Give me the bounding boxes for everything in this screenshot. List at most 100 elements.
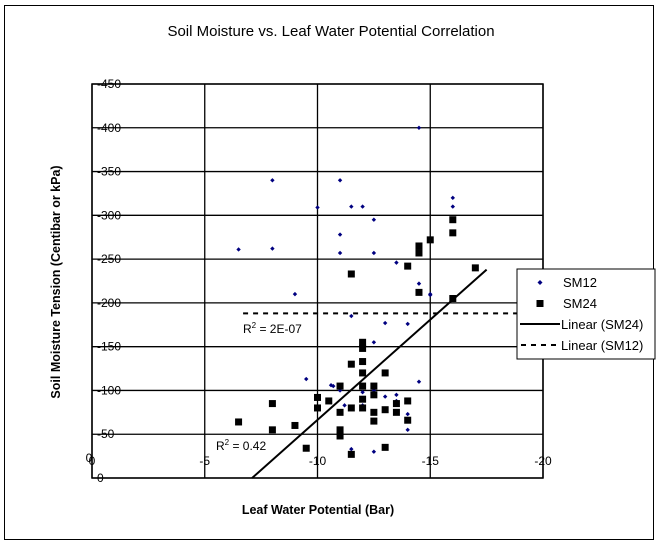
y-tick-label: -100 xyxy=(97,383,121,397)
sm12-point xyxy=(360,204,365,209)
sm24-point xyxy=(404,397,412,405)
sm24-point xyxy=(415,242,423,250)
legend-label: Linear (SM24) xyxy=(561,317,643,332)
legend-label: SM24 xyxy=(563,296,597,311)
sm12-point xyxy=(371,340,377,345)
sm12-point xyxy=(371,250,377,256)
x-tick-label: -15 xyxy=(422,454,440,468)
legend-label: SM12 xyxy=(563,275,597,290)
sm24-point xyxy=(302,444,310,452)
sm12-point xyxy=(394,260,399,265)
sm24-point xyxy=(449,295,457,303)
sm24-point xyxy=(359,395,367,403)
sm24-point xyxy=(336,382,344,390)
x-tick-label: -5 xyxy=(199,454,210,468)
sm12-point xyxy=(416,379,422,384)
sm12-point xyxy=(416,281,422,286)
sm12-point xyxy=(315,205,320,210)
y-axis-title: Soil Moisture Tension (Centibar or kPa) xyxy=(49,165,63,398)
sm12-point xyxy=(292,291,298,297)
x-axis-title: Leaf Water Potential (Bar) xyxy=(242,503,394,517)
sm24-point xyxy=(370,417,378,425)
sm24-point xyxy=(314,404,321,412)
sm12-point xyxy=(337,250,343,256)
sm24-point xyxy=(347,270,355,278)
sm12-point xyxy=(337,178,343,183)
sm12-point xyxy=(371,449,377,454)
trendline-sm24 xyxy=(251,268,488,479)
x-tick-label: 0 xyxy=(89,454,96,468)
y-tick-label: -400 xyxy=(97,121,121,135)
sm12-point xyxy=(450,204,455,209)
sm12-point xyxy=(405,427,410,433)
sm24-point xyxy=(381,443,389,451)
x-tick-label: -10 xyxy=(309,454,327,468)
sm12-point xyxy=(331,383,336,389)
sm12-point xyxy=(416,125,422,130)
legend: SM12 SM24 Linear (SM24) Linear (SM12) xyxy=(516,268,656,360)
sm12-point xyxy=(371,217,377,222)
sm24-point xyxy=(268,426,276,434)
y-tick-label: -250 xyxy=(97,252,121,266)
sm12-point xyxy=(405,411,410,417)
sm24-point xyxy=(404,262,412,270)
sm24-point xyxy=(392,400,400,408)
sm24-point xyxy=(336,432,344,440)
sm12-point xyxy=(349,313,354,319)
sm24-point xyxy=(235,418,243,426)
sm24-point xyxy=(325,397,333,405)
sm24-point xyxy=(370,391,378,399)
chart-title: Soil Moisture vs. Leaf Water Potential C… xyxy=(167,23,494,40)
sm24-point xyxy=(359,404,367,412)
sm24-point xyxy=(359,338,367,346)
sm24-point xyxy=(336,426,344,434)
sm24-point xyxy=(359,369,367,377)
legend-sm12-marker xyxy=(537,280,543,285)
y-tick-label: 0 xyxy=(97,471,104,485)
sm12-point xyxy=(270,178,275,183)
sm24-point xyxy=(471,264,479,272)
sm24-point xyxy=(359,344,367,352)
sm24-point xyxy=(415,249,423,257)
y-tick-label: -150 xyxy=(97,340,121,354)
x-axis-ticks: 0 -5 -10 -15 -20 xyxy=(89,454,552,468)
sm24-point xyxy=(381,406,389,414)
sm24-point xyxy=(314,393,321,401)
sm24-point xyxy=(370,382,378,390)
sm12-point xyxy=(349,204,354,209)
sm24-point xyxy=(347,404,355,412)
legend-box xyxy=(516,268,656,360)
sm24-point xyxy=(291,421,299,429)
sm12-point xyxy=(236,247,241,252)
sm12-point xyxy=(270,246,275,251)
sm12-point xyxy=(304,376,309,382)
y-tick-label: -450 xyxy=(97,77,121,91)
sm24-point xyxy=(404,416,412,424)
y-tick-label: -350 xyxy=(97,165,121,179)
sm12-point xyxy=(342,403,347,408)
sm12-point xyxy=(382,320,388,326)
sm12-point xyxy=(337,232,343,237)
x-tick-label: -20 xyxy=(534,454,552,468)
y-tick-label: -200 xyxy=(97,296,121,310)
legend-label: Linear (SM12) xyxy=(561,338,643,353)
sm12-point xyxy=(349,446,354,452)
sm24-point xyxy=(347,450,355,458)
sm24-point xyxy=(370,408,378,416)
y-tick-label: -300 xyxy=(97,208,121,222)
y-tick-label-extra: 0 xyxy=(86,451,93,465)
sm24-point xyxy=(336,408,344,416)
data-points xyxy=(235,125,479,458)
sm12-point xyxy=(382,394,388,399)
sm12-point xyxy=(428,291,433,297)
sm12-point xyxy=(405,321,410,327)
sm24-point xyxy=(415,288,423,296)
r2-label-sm12: R2 = 2E-07 xyxy=(243,321,302,336)
sm24-point xyxy=(426,236,434,244)
y-axis-ticks: 0 -50 -100 -150 -200 -250 -300 -350 -400 -450 0 xyxy=(86,77,122,485)
r2-label-sm24: R2 = 0.42 xyxy=(216,438,266,453)
sm12-point xyxy=(394,392,399,398)
y-tick-label: -50 xyxy=(97,427,115,441)
sm24-point xyxy=(449,216,457,224)
sm24-point xyxy=(359,382,367,390)
